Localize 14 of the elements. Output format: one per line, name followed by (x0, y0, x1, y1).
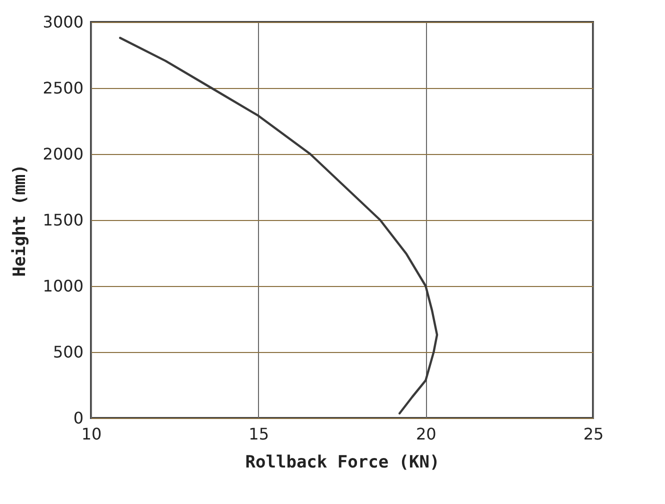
x-tick-label: 20 (416, 424, 436, 444)
y-tick-label: 0 (73, 408, 84, 428)
y-tick-label: 2500 (42, 78, 84, 98)
y-tick-label: 500 (52, 342, 84, 362)
y-axis-title: Height (mm) (10, 164, 30, 277)
y-tick-label: 2000 (42, 144, 84, 164)
y-tick-label: 1000 (42, 276, 84, 296)
x-tick-label: 25 (583, 424, 604, 444)
y-tick-label: 3000 (42, 12, 84, 32)
x-axis-title: Rollback Force (KN) (245, 452, 440, 472)
y-tick-label: 1500 (42, 210, 84, 230)
line-series (119, 36, 438, 414)
x-tick-label: 15 (248, 424, 270, 444)
x-tick-label: 10 (81, 424, 102, 444)
